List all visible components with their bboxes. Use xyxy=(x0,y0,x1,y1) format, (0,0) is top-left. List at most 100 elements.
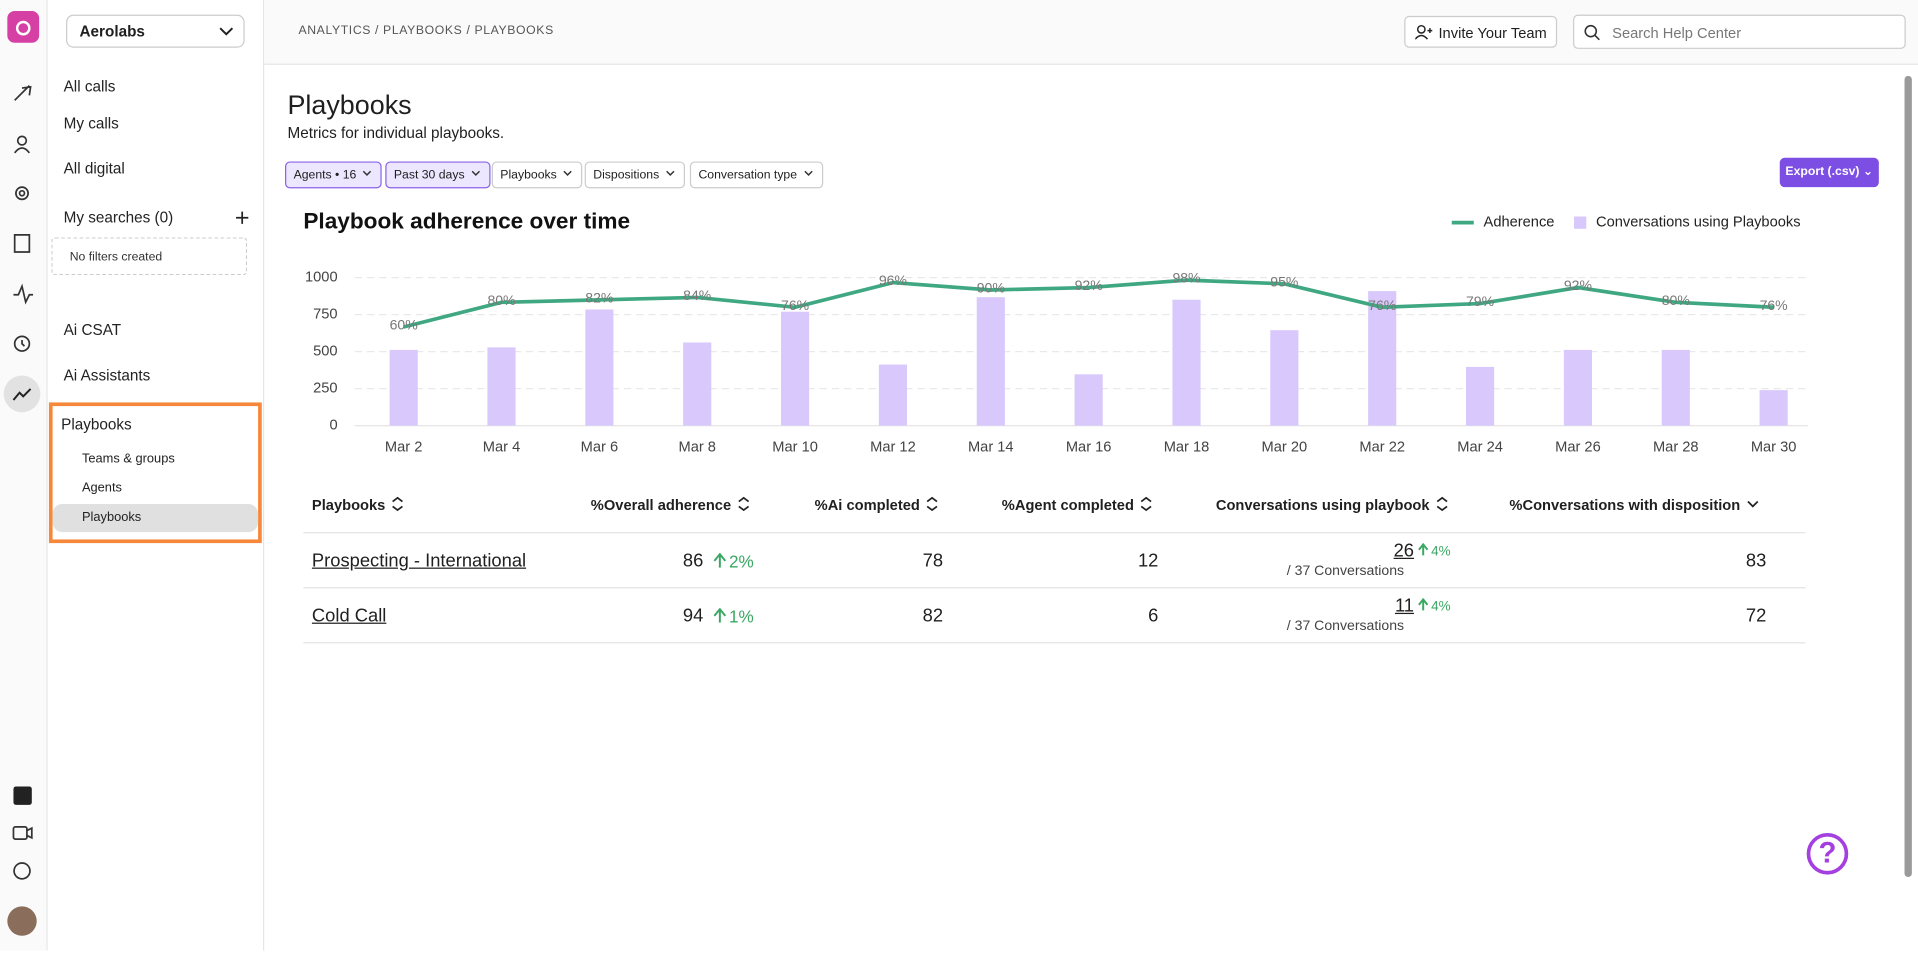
chevron xyxy=(803,170,813,176)
logo[interactable] xyxy=(7,11,40,43)
nav-sub-item[interactable]: Agents xyxy=(81,480,122,496)
bar xyxy=(781,311,810,426)
bar xyxy=(1661,349,1690,426)
filter-pill[interactable]: Conversation type xyxy=(689,161,823,189)
column-header[interactable]: %Overall adherence xyxy=(591,497,750,514)
data-label: 96% xyxy=(879,272,907,288)
sort-icon xyxy=(1746,500,1758,508)
chevron xyxy=(666,170,675,176)
data-label: 82% xyxy=(585,289,613,305)
data-label: 92% xyxy=(1075,277,1103,293)
filter-pill[interactable]: Playbooks xyxy=(491,161,583,189)
legend-label: Adherence xyxy=(1484,214,1555,230)
column-header[interactable]: Playbooks xyxy=(312,497,404,514)
top-bar: ANALYTICS / PLAYBOOKS / PLAYBOOKS Invite… xyxy=(264,0,1918,65)
scrollbar-thumb[interactable] xyxy=(1904,75,1912,878)
playbook-link[interactable]: Prospecting - International xyxy=(311,550,527,572)
rocket-icon[interactable] xyxy=(14,85,32,101)
x-tick-label: Mar 30 xyxy=(1751,440,1797,456)
disposition: 72 xyxy=(1745,605,1767,627)
data-label: 60% xyxy=(390,316,418,332)
playbook-icon[interactable] xyxy=(13,233,31,253)
data-label: 76% xyxy=(1368,297,1396,313)
filter-pill[interactable]: Dispositions xyxy=(584,161,685,189)
help-icon[interactable] xyxy=(13,862,31,880)
filter-label: Past 30 days xyxy=(393,168,465,183)
conversations[interactable]: 26 xyxy=(1393,540,1415,562)
x-tick-label: Mar 24 xyxy=(1457,440,1503,456)
column-header[interactable]: Conversations using playbook xyxy=(1216,497,1448,514)
adherence-change: 2% xyxy=(713,551,754,572)
column-header[interactable]: %Ai completed xyxy=(815,497,939,514)
adherence: 86 xyxy=(682,550,704,572)
chevron xyxy=(563,170,572,176)
conversations-change: 4% xyxy=(1418,542,1451,560)
nav-item[interactable]: Ai CSAT xyxy=(63,321,122,339)
filter-pill[interactable]: Past 30 days xyxy=(385,161,491,189)
bar xyxy=(1466,366,1495,426)
add-search[interactable] xyxy=(235,210,250,225)
rail-icons xyxy=(3,11,41,936)
y-tick-label: 250 xyxy=(313,381,337,397)
bar xyxy=(683,342,712,426)
filter-pill[interactable]: Agents • 16 xyxy=(285,161,383,189)
history-icon[interactable] xyxy=(13,335,31,352)
video-icon[interactable] xyxy=(12,826,28,840)
filter-label: Playbooks xyxy=(500,168,557,183)
search-box[interactable]: Search Help Center xyxy=(1573,14,1906,49)
change-value: 2% xyxy=(729,551,754,572)
sidebar: Aerolabs All calls My calls All digital … xyxy=(47,0,265,951)
legend-swatch xyxy=(1574,216,1587,229)
bar xyxy=(585,309,614,426)
invite-icon xyxy=(1415,24,1433,40)
agent-completed: 6 xyxy=(1148,605,1159,627)
help-button[interactable]: ? xyxy=(1806,832,1849,875)
nav-sub-item[interactable]: Teams & groups xyxy=(81,451,175,467)
avatar[interactable] xyxy=(7,906,37,936)
search-placeholder: Search Help Center xyxy=(1612,24,1742,42)
up-arrow xyxy=(713,607,727,623)
sort-icon xyxy=(737,496,749,512)
settings-icon[interactable] xyxy=(15,186,29,201)
page-subtitle: Metrics for individual playbooks. xyxy=(287,124,505,142)
no-filters: No filters created xyxy=(69,250,163,265)
app-icon[interactable] xyxy=(13,786,32,805)
invite-button[interactable]: Invite Your Team xyxy=(1404,15,1558,48)
bar xyxy=(1368,291,1397,426)
nav-item[interactable]: All calls xyxy=(63,78,116,96)
conversations[interactable]: 11 xyxy=(1394,595,1415,617)
agent-completed: 12 xyxy=(1137,550,1159,572)
user-icon[interactable] xyxy=(16,135,28,146)
export-button[interactable]: Export (.csv) ⌄ xyxy=(1779,157,1879,188)
y-tick-label: 750 xyxy=(313,307,337,323)
activity-icon[interactable] xyxy=(13,283,34,305)
ai-completed: 82 xyxy=(922,605,944,627)
data-label: 90% xyxy=(977,279,1005,295)
chevron xyxy=(219,27,234,36)
x-tick-label: Mar 20 xyxy=(1262,440,1308,456)
nav-section[interactable]: Playbooks xyxy=(61,415,132,434)
filter-label: Conversation type xyxy=(698,168,798,183)
x-tick-label: Mar 12 xyxy=(870,440,916,456)
nav-searches[interactable]: My searches (0) xyxy=(63,209,174,227)
nav-item[interactable]: Ai Assistants xyxy=(63,366,151,385)
icon-rail xyxy=(0,0,48,951)
workspace-name: Aerolabs xyxy=(79,23,145,41)
data-label: 98% xyxy=(1172,270,1200,286)
filters-box: No filters created xyxy=(51,237,248,276)
column-header[interactable]: %Agent completed xyxy=(1002,497,1152,514)
data-label: 79% xyxy=(1466,293,1494,309)
x-tick-label: Mar 8 xyxy=(678,440,715,456)
nav-item[interactable]: My calls xyxy=(63,114,119,133)
nav-sub-item[interactable]: Playbooks xyxy=(81,510,142,525)
conversations-total: / 37 Conversations xyxy=(1286,563,1405,579)
change-value: 4% xyxy=(1431,544,1451,560)
column-header[interactable]: %Conversations with disposition xyxy=(1509,497,1758,514)
playbook-link[interactable]: Cold Call xyxy=(311,605,387,627)
nav-item[interactable]: All digital xyxy=(63,160,125,178)
sort-icon xyxy=(1140,496,1152,512)
bar xyxy=(1172,299,1201,426)
data-label: 84% xyxy=(683,287,711,303)
workspace-select[interactable]: Aerolabs xyxy=(66,14,245,48)
